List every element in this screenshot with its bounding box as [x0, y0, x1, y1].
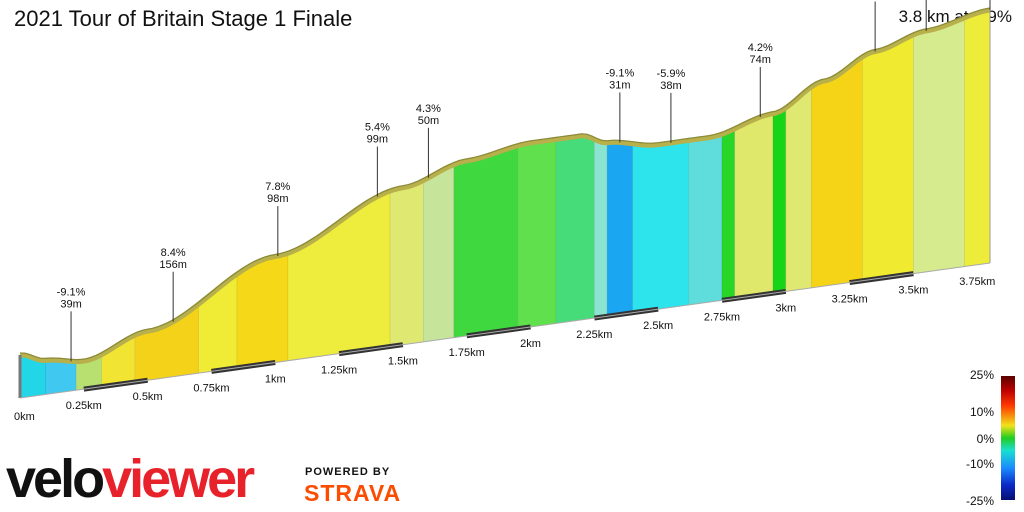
distance-axis: 0km 0.25km 0.5km 0.75km 1km 1.25km 1.5km 1.75km…	[14, 262, 995, 423]
annotation-gradient: 7.8%	[265, 181, 290, 193]
x-tick-label: 3.5km	[898, 285, 928, 297]
legend-label-minus10: -10%	[965, 457, 994, 471]
gradient-segment-18	[734, 113, 774, 299]
gradient-color-scale	[1001, 376, 1015, 500]
x-tick-label: 1.75km	[449, 347, 485, 359]
x-tick-label: 0km	[14, 411, 35, 423]
gradient-segment-11	[517, 139, 557, 330]
x-tick-label: 0.5km	[133, 391, 163, 403]
profile-ridge-edge	[19, 7, 991, 361]
annotation-length: 99m	[367, 134, 388, 146]
x-tick-label: 2km	[520, 338, 541, 350]
strava-logo: STRAVA	[304, 480, 402, 506]
gradient-segment-24	[964, 9, 991, 267]
x-tick-label: 2.25km	[576, 329, 612, 341]
gradient-segment-20	[785, 86, 812, 292]
gradient-segment-1	[45, 359, 77, 395]
legend-label-minus25: -25%	[965, 494, 994, 508]
powered-by-label: POWERED BY	[305, 466, 391, 478]
annotation-length: 38m	[660, 80, 681, 92]
x-tick-label: 0.25km	[66, 400, 102, 412]
annotation-gradient: -9.1%	[57, 286, 86, 298]
x-tick-label: 3.75km	[959, 276, 995, 288]
gradient-segment-13	[593, 138, 608, 319]
gradient-segment-4	[134, 303, 199, 383]
gradient-segment-14	[606, 142, 633, 317]
gradient-segment-19	[772, 107, 787, 294]
gradient-segment-7	[287, 190, 391, 362]
annotation-gradient: 8.4%	[161, 247, 186, 259]
annotation-length: 31m	[609, 79, 630, 91]
gradient-segment-17	[721, 128, 736, 301]
legend-label-25: 25%	[969, 368, 994, 382]
profile-ridge	[19, 7, 991, 365]
annotation-gradient: -5.9%	[657, 68, 686, 80]
x-tick-label: 0.75km	[193, 382, 229, 394]
gradient-segment-22	[862, 34, 914, 282]
annotation-length: 98m	[267, 193, 288, 205]
x-tick-label: 2.5km	[643, 320, 673, 332]
annotation-gradient: 5.4%	[365, 122, 390, 134]
legend-label-10: 10%	[969, 405, 994, 419]
gradient-segment-23	[913, 17, 965, 275]
annotation-gradient: 4.3%	[416, 103, 441, 115]
gradient-segment-15	[632, 140, 690, 314]
gradient-segment-8	[389, 180, 424, 347]
x-tick-label: 3km	[775, 302, 796, 314]
annotation-gradient: 4.2%	[748, 42, 773, 54]
gradient-annotations: -9.1%39m8.4%156m7.8%98m5.4%99m4.3%50m-9.…	[57, 0, 991, 362]
axis-line	[19, 262, 991, 399]
gradient-segments	[19, 9, 991, 399]
annotation-length: 39m	[60, 298, 81, 310]
profile-outline	[18, 7, 991, 398]
annotation-gradient: -9.1%	[605, 67, 634, 79]
x-tick-label: 1.5km	[388, 356, 418, 368]
annotation-length: 74m	[750, 54, 771, 66]
legend-label-0: 0%	[976, 432, 994, 446]
gradient-segment-10	[453, 145, 519, 338]
x-tick-label: 1.25km	[321, 365, 357, 377]
gradient-segment-16	[688, 133, 723, 306]
gradient-segment-12	[555, 135, 595, 324]
gradient-segment-21	[810, 56, 863, 289]
annotation-length: 156m	[159, 259, 187, 271]
chart-title: 2021 Tour of Britain Stage 1 Finale	[14, 6, 353, 31]
x-tick-label: 3.25km	[832, 294, 868, 306]
gradient-segment-9	[422, 164, 455, 343]
veloviewer-logo: veloviewer	[6, 449, 255, 509]
x-tick-label: 1km	[265, 373, 286, 385]
annotation-length: 50m	[418, 115, 439, 127]
x-tick-label: 2.75km	[704, 311, 740, 323]
